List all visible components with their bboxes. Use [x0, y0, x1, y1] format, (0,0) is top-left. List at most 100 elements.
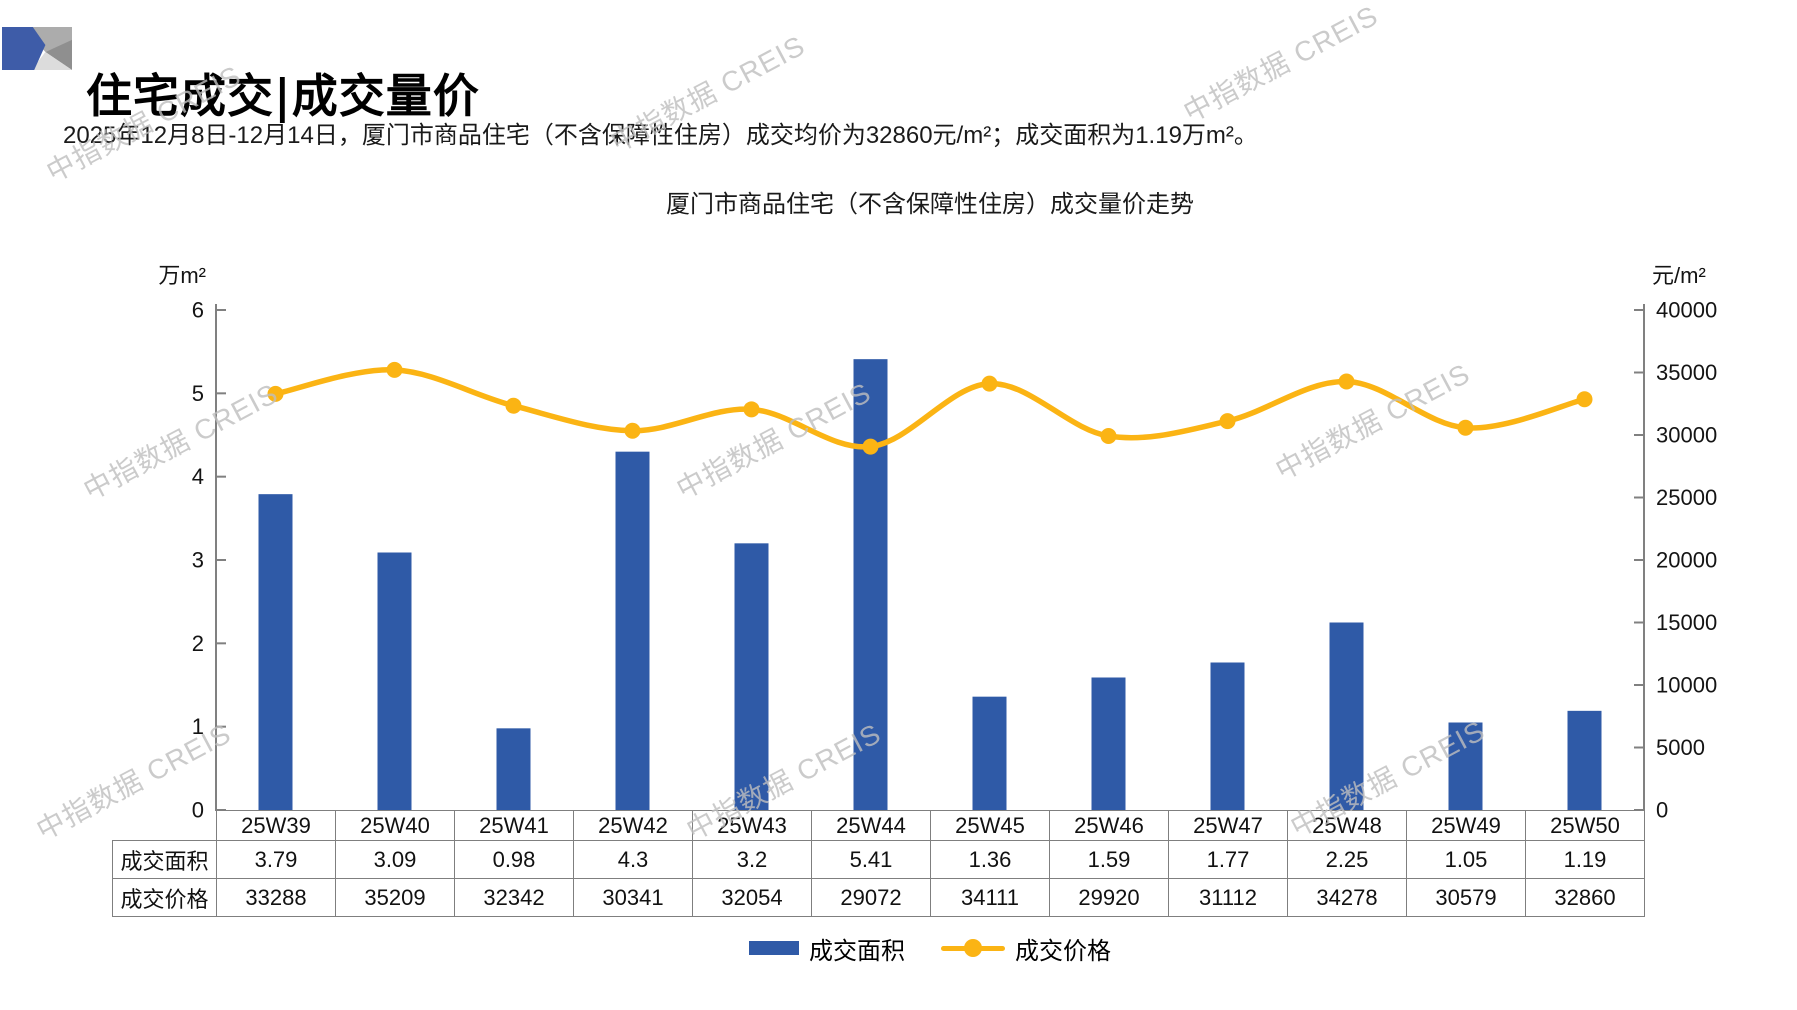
week-label-row-cell-25W46: 25W46 [1049, 810, 1169, 841]
left-axis-tick-label: 3 [192, 548, 204, 573]
bar-25W42 [615, 451, 650, 810]
price-value-row-cell-25W42: 30341 [573, 878, 693, 917]
price-value-row-cell-25W50: 32860 [1525, 878, 1645, 917]
right-axis-tick-label: 30000 [1656, 423, 1717, 448]
price-marker-25W47 [1219, 413, 1236, 430]
area-value-row-cell-25W44: 5.41 [811, 840, 931, 879]
price-marker-25W42 [624, 422, 641, 439]
row-header-成交价格: 成交价格 [112, 878, 217, 917]
legend-item-price: 成交价格 [941, 931, 1111, 966]
week-label-row-cell-25W45: 25W45 [930, 810, 1050, 841]
week-label-row-cell-25W49: 25W49 [1406, 810, 1526, 841]
line-swatch-icon [941, 939, 1005, 957]
area-value-row-cell-25W39: 3.79 [216, 840, 336, 879]
price-value-row-cell-25W47: 31112 [1168, 878, 1288, 917]
area-value-row-cell-25W48: 2.25 [1287, 840, 1407, 879]
price-value-row-cell-25W44: 29072 [811, 878, 931, 917]
price-value-row-cell-25W41: 32342 [454, 878, 574, 917]
week-label-row: 25W39 25W40 25W41 25W42 25W43 25W44 25W45 25W46… [113, 810, 1645, 841]
price-value-row: 成交价格 33288 35209 32342 30341 32054 29072 34111 2… [112, 878, 1645, 917]
right-axis-tick-label: 15000 [1656, 610, 1717, 635]
bar-25W44 [853, 359, 888, 810]
price-marker-25W43 [743, 401, 760, 418]
week-label-row-cell-25W41: 25W41 [454, 810, 574, 841]
price-marker-25W44 [862, 438, 879, 455]
price-marker-25W50 [1576, 391, 1593, 408]
week-label-row-cell-25W47: 25W47 [1168, 810, 1288, 841]
price-marker-25W41 [505, 397, 522, 414]
left-axis-tick-label: 0 [192, 798, 204, 823]
right-axis-tick-label: 35000 [1656, 360, 1717, 385]
row-header-成交面积: 成交面积 [112, 840, 217, 879]
price-marker-25W45 [981, 375, 998, 392]
data-table: 25W39 25W40 25W41 25W42 25W43 25W44 25W45 25W46… [112, 810, 1645, 917]
right-axis-tick-label: 20000 [1656, 548, 1717, 573]
bar-25W41 [496, 728, 531, 810]
bar-25W40 [377, 552, 412, 810]
week-label-row-cell-25W50: 25W50 [1525, 810, 1645, 841]
bar-25W50 [1567, 710, 1602, 810]
right-axis-tick-label: 5000 [1656, 735, 1705, 760]
area-value-row-cell-25W41: 0.98 [454, 840, 574, 879]
creis-logo-icon [2, 27, 72, 70]
bar-25W39 [258, 494, 293, 810]
price-line [272, 367, 1588, 450]
bar-25W43 [734, 543, 769, 810]
left-axis-tick-label: 4 [192, 464, 204, 489]
price-marker-25W40 [386, 361, 403, 378]
price-value-row-cell-25W39: 33288 [216, 878, 336, 917]
price-marker-25W46 [1100, 428, 1117, 444]
legend-label-area: 成交面积 [809, 937, 905, 965]
week-label-row-cell-25W39: 25W39 [216, 810, 336, 841]
left-axis-tick-label: 5 [192, 381, 204, 406]
week-label-row-cell-25W44: 25W44 [811, 810, 931, 841]
legend-label-price: 成交价格 [1015, 937, 1111, 965]
left-axis-tick-label: 2 [192, 631, 204, 656]
price-value-row-cell-25W45: 34111 [930, 878, 1050, 917]
bar-25W46 [1091, 677, 1126, 810]
right-axis-tick-label: 40000 [1656, 298, 1717, 323]
area-value-row: 成交面积 3.79 3.09 0.98 4.3 3.2 5.41 1.36 1.59 1.77 2.… [112, 840, 1645, 879]
left-axis-tick-label: 1 [192, 714, 204, 739]
area-value-row-cell-25W46: 1.59 [1049, 840, 1169, 879]
table-corner-blank [113, 811, 217, 841]
bar-25W47 [1210, 662, 1245, 810]
week-label-row-cell-25W40: 25W40 [335, 810, 455, 841]
page-title: 住宅成交|成交量价 [86, 68, 480, 123]
week-label-row-cell-25W48: 25W48 [1287, 810, 1407, 841]
area-value-row-cell-25W42: 4.3 [573, 840, 693, 879]
right-axis-tick-label: 25000 [1656, 485, 1717, 510]
bar-25W48 [1329, 622, 1364, 810]
left-axis-unit-label: 万m² [158, 263, 206, 288]
price-value-row-cell-25W43: 32054 [692, 878, 812, 917]
area-value-row-cell-25W45: 1.36 [930, 840, 1050, 879]
price-value-row-cell-25W46: 29920 [1049, 878, 1169, 917]
area-value-row-cell-25W43: 3.2 [692, 840, 812, 879]
price-value-row-cell-25W40: 35209 [335, 878, 455, 917]
legend-item-area: 成交面积 [749, 931, 905, 966]
price-value-row-cell-25W49: 30579 [1406, 878, 1526, 917]
price-marker-25W48 [1338, 373, 1355, 390]
line-swatch-dot [964, 939, 982, 957]
price-value-row-cell-25W48: 34278 [1287, 878, 1407, 917]
chart-title: 厦门市商品住宅（不含保障性住房）成交量价走势 [666, 191, 1194, 218]
chart-legend: 成交面积 成交价格 [216, 931, 1644, 966]
area-value-row-cell-25W40: 3.09 [335, 840, 455, 879]
price-marker-25W39 [267, 385, 284, 402]
right-axis-tick-label: 10000 [1656, 673, 1717, 698]
price-marker-25W49 [1457, 419, 1474, 436]
bar-25W49 [1448, 722, 1483, 810]
week-label-row-cell-25W43: 25W43 [692, 810, 812, 841]
right-axis-unit-label: 元/m² [1652, 263, 1706, 288]
area-value-row-cell-25W49: 1.05 [1406, 840, 1526, 879]
area-value-row-cell-25W50: 1.19 [1525, 840, 1645, 879]
left-axis-tick-label: 6 [192, 298, 204, 323]
bar-swatch-icon [749, 941, 799, 955]
bar-25W45 [972, 696, 1007, 810]
area-value-row-cell-25W47: 1.77 [1168, 840, 1288, 879]
summary-text: 2025年12月8日-12月14日，厦门市商品住宅（不含保障性住房）成交均价为3… [63, 122, 1258, 149]
right-axis-tick-label: 0 [1656, 798, 1668, 823]
week-label-row-cell-25W42: 25W42 [573, 810, 693, 841]
